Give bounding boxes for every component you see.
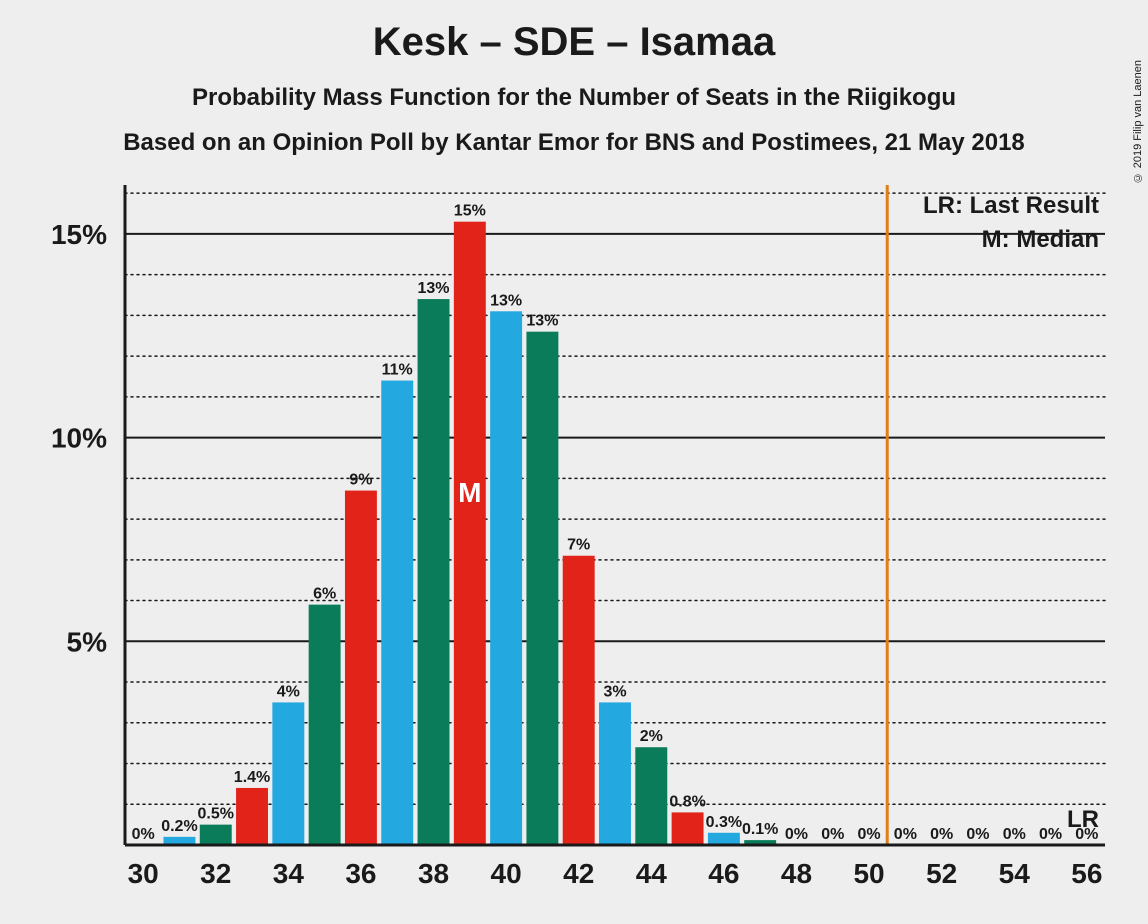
svg-text:LR: Last Result: LR: Last Result	[923, 192, 1099, 219]
bar-seat-39	[454, 222, 486, 845]
svg-text:0.3%: 0.3%	[706, 814, 742, 831]
svg-text:3%: 3%	[603, 683, 626, 700]
svg-text:56: 56	[1071, 858, 1102, 889]
svg-text:7%: 7%	[567, 537, 590, 554]
svg-text:46: 46	[708, 858, 739, 889]
bar-seat-34	[272, 702, 304, 845]
copyright-text: © 2019 Filip van Laenen	[1132, 60, 1144, 183]
svg-text:48: 48	[781, 858, 812, 889]
svg-text:10%: 10%	[51, 423, 107, 454]
svg-text:0%: 0%	[1003, 826, 1026, 843]
bar-seat-35	[309, 605, 341, 845]
svg-text:13%: 13%	[418, 280, 450, 297]
svg-text:0%: 0%	[930, 826, 953, 843]
svg-text:0%: 0%	[858, 826, 881, 843]
svg-text:36: 36	[345, 858, 376, 889]
svg-text:44: 44	[636, 858, 668, 889]
svg-text:40: 40	[491, 858, 522, 889]
svg-text:54: 54	[999, 858, 1031, 889]
svg-text:5%: 5%	[67, 626, 108, 657]
svg-text:M: M	[458, 477, 481, 508]
bar-seat-33	[236, 788, 268, 845]
svg-text:0%: 0%	[821, 826, 844, 843]
svg-text:0%: 0%	[132, 826, 155, 843]
svg-text:13%: 13%	[526, 313, 558, 330]
svg-text:13%: 13%	[490, 292, 522, 309]
bar-seat-38	[418, 299, 450, 845]
svg-text:0%: 0%	[966, 826, 989, 843]
bar-seat-40	[490, 311, 522, 845]
svg-text:50: 50	[853, 858, 884, 889]
bar-seat-36	[345, 491, 377, 845]
svg-text:6%: 6%	[313, 586, 336, 603]
bar-seat-42	[563, 556, 595, 845]
svg-text:Kesk – SDE – Isamaa: Kesk – SDE – Isamaa	[373, 20, 776, 64]
bar-seat-46	[708, 833, 740, 845]
svg-text:4%: 4%	[277, 683, 300, 700]
chart-container: Kesk – SDE – Isamaa Probability Mass Func…	[0, 0, 1148, 924]
chart-svg: Kesk – SDE – Isamaa Probability Mass Func…	[0, 0, 1148, 924]
svg-text:15%: 15%	[51, 219, 107, 250]
svg-text:15%: 15%	[454, 203, 486, 220]
svg-text:42: 42	[563, 858, 594, 889]
svg-text:0.5%: 0.5%	[198, 806, 234, 823]
svg-text:30: 30	[128, 858, 159, 889]
svg-text:1.4%: 1.4%	[234, 769, 270, 786]
bar-seat-44	[635, 747, 667, 845]
bar-seat-45	[672, 812, 704, 845]
svg-text:2%: 2%	[640, 728, 663, 745]
svg-text:0.1%: 0.1%	[742, 821, 778, 838]
svg-text:11%: 11%	[382, 362, 413, 379]
svg-text:0.2%: 0.2%	[161, 818, 197, 835]
svg-text:52: 52	[926, 858, 957, 889]
bar-seat-37	[381, 381, 413, 845]
svg-text:0.8%: 0.8%	[669, 793, 705, 810]
svg-text:0%: 0%	[785, 826, 808, 843]
bar-seat-32	[200, 825, 232, 845]
svg-text:0%: 0%	[1039, 826, 1062, 843]
svg-text:LR: LR	[1067, 806, 1099, 833]
bar-seat-41	[526, 332, 558, 845]
svg-text:9%: 9%	[349, 472, 372, 489]
svg-text:38: 38	[418, 858, 449, 889]
svg-text:32: 32	[200, 858, 231, 889]
svg-text:Based on an Opinion Poll by Ka: Based on an Opinion Poll by Kantar Emor …	[123, 129, 1025, 156]
bar-seat-43	[599, 702, 631, 845]
svg-text:Probability Mass Function for: Probability Mass Function for the Number…	[192, 84, 956, 111]
svg-text:0%: 0%	[894, 826, 917, 843]
svg-text:34: 34	[273, 858, 305, 889]
svg-text:M: Median: M: Median	[982, 226, 1099, 253]
